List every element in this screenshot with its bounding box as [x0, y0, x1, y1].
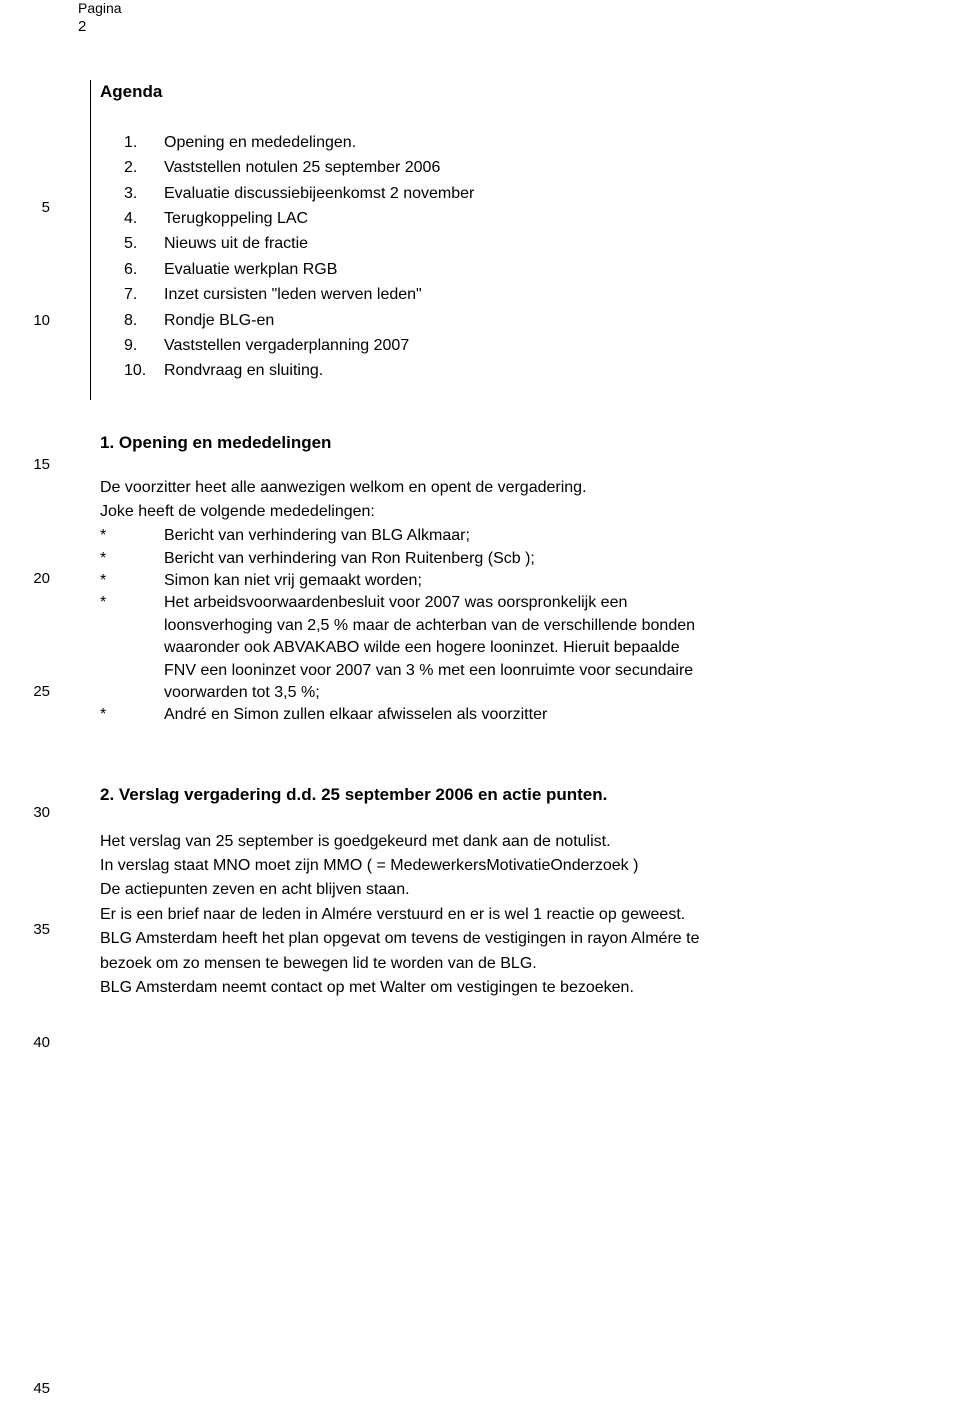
agenda-item: 8.Rondje BLG-en [124, 310, 960, 332]
bullet-text: Bericht van verhindering van BLG Alkmaar… [164, 525, 960, 547]
line-number: 15 [33, 456, 50, 473]
bullet-continuation: FNV een looninzet voor 2007 van 3 % met … [164, 660, 960, 682]
section2-title: 2. Verslag vergadering d.d. 25 september… [100, 783, 960, 807]
agenda-item: 10.Rondvraag en sluiting. [124, 360, 960, 382]
body-line: De actiepunten zeven en acht blijven sta… [100, 879, 960, 901]
bullet-item: * Simon kan niet vrij gemaakt worden; [100, 570, 960, 592]
bullet-continuation: waaronder ook ABVAKABO wilde een hogere … [164, 637, 960, 659]
bullet-marker: * [100, 570, 164, 592]
bullet-item: * Bericht van verhindering van BLG Alkma… [100, 525, 960, 547]
agenda-number: 7. [124, 284, 164, 306]
agenda-number: 6. [124, 259, 164, 281]
line-number: 5 [42, 199, 50, 216]
bullet-item: * André en Simon zullen elkaar afwissele… [100, 704, 960, 726]
bullet-marker: * [100, 525, 164, 547]
agenda-title: Agenda [100, 80, 960, 104]
agenda-item: 2.Vaststellen notulen 25 september 2006 [124, 157, 960, 179]
agenda-text: Opening en mededelingen. [164, 134, 356, 151]
bullet-continuation: voorwarden tot 3,5 %; [164, 682, 960, 704]
body-line: BLG Amsterdam heeft het plan opgevat om … [100, 928, 960, 950]
header-page-number: 2 [78, 18, 86, 35]
section2-body: Het verslag van 25 september is goedgeke… [100, 831, 960, 1000]
agenda-item: 7.Inzet cursisten "leden werven leden" [124, 284, 960, 306]
section1-intro: De voorzitter heet alle aanwezigen welko… [100, 477, 960, 499]
page: Pagina 2 5 10 15 20 25 30 35 40 45 Agend… [0, 0, 960, 1411]
line-number: 40 [33, 1034, 50, 1051]
agenda-text: Evaluatie werkplan RGB [164, 261, 337, 278]
agenda-item: 6.Evaluatie werkplan RGB [124, 259, 960, 281]
bullet-marker: * [100, 548, 164, 570]
agenda-item: 9.Vaststellen vergaderplanning 2007 [124, 335, 960, 357]
body-line: BLG Amsterdam neemt contact op met Walte… [100, 977, 960, 999]
line-number: 35 [33, 921, 50, 938]
agenda-number: 8. [124, 310, 164, 332]
section1-body: De voorzitter heet alle aanwezigen welko… [100, 477, 960, 727]
bullet-item: * Bericht van verhindering van Ron Ruite… [100, 548, 960, 570]
body-line: Er is een brief naar de leden in Almére … [100, 904, 960, 926]
line-number: 30 [33, 804, 50, 821]
agenda-item: 4.Terugkoppeling LAC [124, 208, 960, 230]
agenda-number: 2. [124, 157, 164, 179]
agenda-text: Rondje BLG-en [164, 312, 274, 329]
bullet-continuation: loonsverhoging van 2,5 % maar de achterb… [164, 615, 960, 637]
section1-intro: Joke heeft de volgende mededelingen: [100, 501, 960, 523]
bullet-item: * Het arbeidsvoorwaardenbesluit voor 200… [100, 592, 960, 614]
bullet-text: Het arbeidsvoorwaardenbesluit voor 2007 … [164, 592, 960, 614]
agenda-text: Vaststellen vergaderplanning 2007 [164, 337, 409, 354]
agenda-text: Rondvraag en sluiting. [164, 362, 323, 379]
agenda-item: 5.Nieuws uit de fractie [124, 233, 960, 255]
agenda-text: Nieuws uit de fractie [164, 235, 308, 252]
bullet-marker: * [100, 592, 164, 614]
bullet-text: Simon kan niet vrij gemaakt worden; [164, 570, 960, 592]
agenda-number: 3. [124, 183, 164, 205]
agenda-item: 1.Opening en mededelingen. [124, 132, 960, 154]
section1-title: 1. Opening en mededelingen [100, 431, 960, 455]
agenda-number: 5. [124, 233, 164, 255]
header-label: Pagina [78, 0, 122, 16]
document-body: Agenda 1.Opening en mededelingen. 2.Vast… [100, 80, 960, 1001]
agenda-item: 3.Evaluatie discussiebijeenkomst 2 novem… [124, 183, 960, 205]
line-number: 20 [33, 570, 50, 587]
line-number: 25 [33, 683, 50, 700]
agenda-number: 4. [124, 208, 164, 230]
agenda-number: 9. [124, 335, 164, 357]
vertical-rule [90, 80, 91, 400]
agenda-text: Evaluatie discussiebijeenkomst 2 novembe… [164, 185, 474, 202]
body-line: In verslag staat MNO moet zijn MMO ( = M… [100, 855, 960, 877]
body-line: bezoek om zo mensen te bewegen lid te wo… [100, 953, 960, 975]
line-number: 10 [33, 312, 50, 329]
agenda-text: Vaststellen notulen 25 september 2006 [164, 159, 440, 176]
agenda-text: Terugkoppeling LAC [164, 210, 308, 227]
bullet-marker: * [100, 704, 164, 726]
agenda-number: 1. [124, 132, 164, 154]
bullet-text: Bericht van verhindering van Ron Ruitenb… [164, 548, 960, 570]
line-number: 45 [33, 1380, 50, 1397]
agenda-text: Inzet cursisten "leden werven leden" [164, 286, 422, 303]
agenda-list: 1.Opening en mededelingen. 2.Vaststellen… [124, 132, 960, 383]
bullet-text: André en Simon zullen elkaar afwisselen … [164, 704, 960, 726]
agenda-number: 10. [124, 360, 164, 382]
body-line: Het verslag van 25 september is goedgeke… [100, 831, 960, 853]
